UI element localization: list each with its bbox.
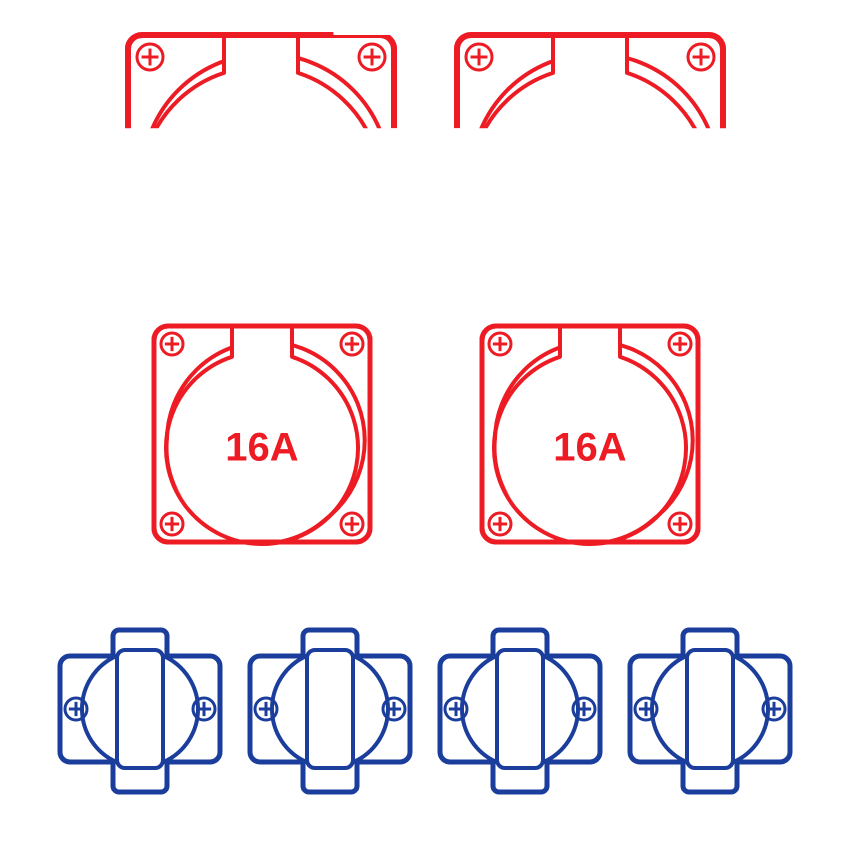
socket-16a-right: 16A	[383, 128, 797, 544]
socket-16a-left-label: 16A	[225, 426, 298, 470]
schuko-2	[250, 630, 410, 792]
schuko-4	[630, 630, 790, 792]
schuko-1	[60, 630, 220, 792]
schuko-3	[440, 630, 600, 792]
socket-16a-right-label: 16A	[553, 426, 626, 470]
